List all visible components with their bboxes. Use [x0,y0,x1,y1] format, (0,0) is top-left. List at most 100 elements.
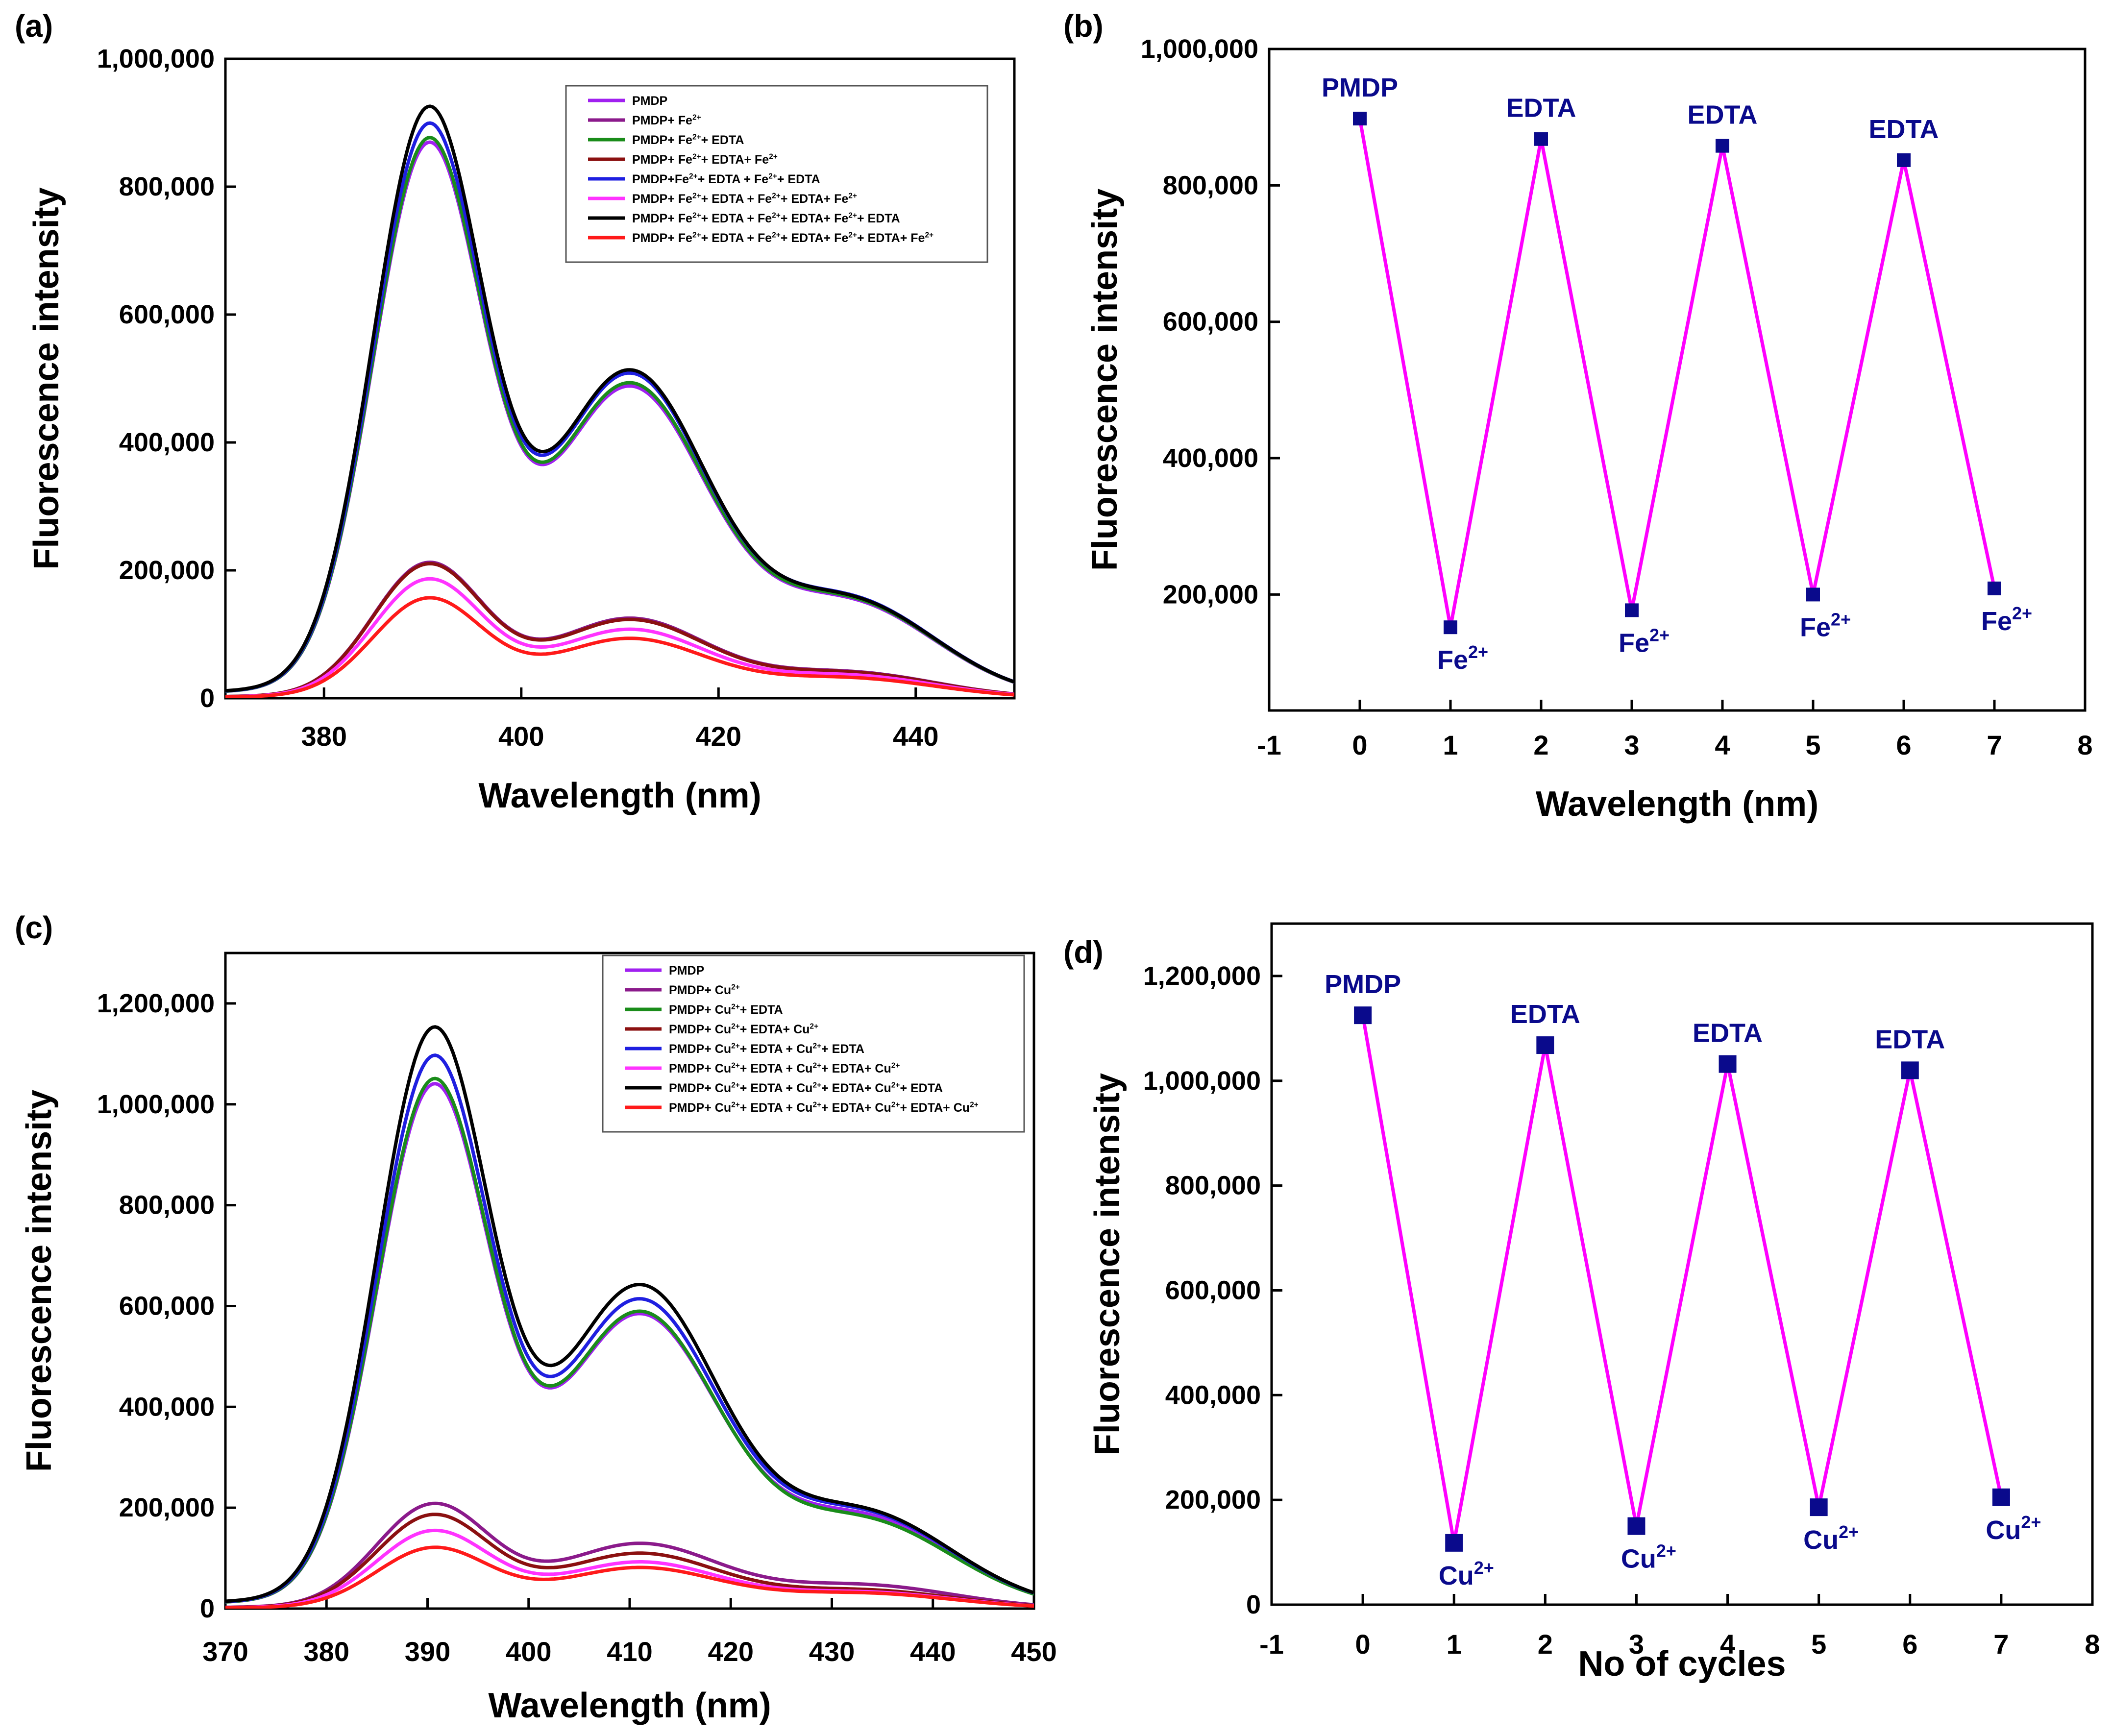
legend-label-part: + EDTA+ Fe [781,192,849,206]
point-annotation: EDTA [1506,94,1576,123]
legend-label-part: PMDP+ Cu [669,1101,731,1115]
plot-frame [1270,922,2094,1606]
annotation-text: PMDP [1322,73,1398,102]
series-line-4 [225,1513,1034,1609]
legend-label-part: + EDTA [740,1003,783,1017]
y-tick-label: 0 [1246,1590,1261,1619]
legend-label: PMDP [632,94,667,108]
panel-letter: (b) [1063,8,1104,44]
legend-label-part: 2+ [692,192,701,200]
legend-label-part: PMDP+ Fe [632,114,692,127]
legend-label-part: 2+ [810,1023,818,1031]
cycle-line [1358,118,1996,628]
x-tick-label: 440 [910,1636,956,1667]
data-point [1353,111,1367,125]
x-tick-label: 4 [1720,1629,1735,1660]
legend-label: PMDP+ Cu2+ [669,983,740,998]
x-tick-label: 2 [1538,1629,1553,1660]
legend-label-part: 2+ [731,1101,740,1109]
legend-label-part: 2+ [891,1081,900,1090]
y-tick-label: 400,000 [1165,1380,1261,1410]
annotation-sup: 2+ [1839,1522,1859,1542]
annotation-text: EDTA [1693,1019,1763,1048]
data-point [1354,1006,1372,1025]
annotation-sup: 2+ [1649,625,1670,645]
data-point [1810,1498,1828,1516]
x-tick-label: 370 [202,1636,248,1667]
series-line-2 [225,1501,1034,1609]
x-tick-label: 2 [1533,730,1548,760]
legend-label-part: 2+ [731,1042,740,1051]
y-tick-label: 200,000 [119,1493,215,1522]
point-annotation: EDTA [1510,1000,1580,1029]
annotation-text: Fe [1981,607,2012,636]
legend-label-part: 2+ [891,1101,900,1109]
legend-label-part: + EDTA+ Cu [740,1023,810,1036]
point-annotation: Cu2+ [1803,1522,1859,1555]
legend-label-part: + EDTA [777,172,820,186]
y-tick-label: 1,000,000 [97,44,215,73]
annotation-text: Cu [1986,1516,2021,1545]
legend-label-part: 2+ [731,1003,740,1011]
x-tick-label: 380 [304,1636,349,1667]
legend-box [565,85,988,263]
y-tick-label: 1,000,000 [1141,34,1258,64]
panel-letter: (a) [15,8,53,44]
x-tick-label: 410 [607,1636,652,1667]
legend-label-part: 2+ [848,231,857,240]
series-line-6 [225,577,1014,698]
data-point [1536,1036,1554,1054]
legend-label-part: + EDTA [701,133,744,147]
legend-label-part: + EDTA [821,1042,864,1056]
legend-label-part: + EDTA + Fe [701,231,772,245]
x-axis-label: Wavelength (nm) [1536,784,1818,824]
data-point [1445,1534,1463,1552]
legend-label-part: PMDP+ Fe [632,192,692,206]
legend-label-part: 2+ [731,1081,740,1090]
x-tick-label: 6 [1896,730,1911,760]
x-axis-label: Wavelength (nm) [488,1686,771,1725]
y-tick-label: 200,000 [1163,580,1258,609]
legend-label-part: + EDTA+ Cu [821,1101,891,1115]
plot-frame [224,57,1016,700]
legend-label-part: PMDP [632,94,667,108]
legend-label: PMDP+ Cu2++ EDTA + Cu2++ EDTA+ Cu2+ [669,1062,900,1076]
point-annotation: PMDP [1325,970,1401,999]
data-point [1901,1061,1919,1079]
legend-label-part: PMDP+ Cu [669,1023,731,1036]
data-point [1627,1517,1645,1535]
annotation-sup: 2+ [1468,642,1488,662]
legend-label-part: 2+ [772,231,781,240]
y-tick-label: 1,200,000 [97,989,215,1018]
legend-label: PMDP+ Fe2+ [632,114,701,128]
legend-label-part: 2+ [731,1062,740,1070]
legend-label-part: PMDP+ Fe [632,231,692,245]
legend-label-part: 2+ [692,231,701,240]
y-tick-label: 400,000 [1163,443,1258,473]
legend-label-part: 2+ [772,212,781,220]
x-tick-label: 420 [696,721,741,752]
annotation-text: EDTA [1688,100,1758,130]
legend-label-part: + EDTA + Cu [740,1081,813,1095]
legend-label-part: PMDP+ Cu [669,1042,731,1056]
x-tick-label: -1 [1259,1629,1284,1660]
point-annotation: Fe2+ [1981,603,2032,636]
y-tick-label: 1,000,000 [97,1090,215,1119]
x-tick-label: 3 [1629,1629,1644,1660]
x-tick-label: 420 [708,1636,754,1667]
point-annotation: EDTA [1869,115,1939,144]
legend-label-part: 2+ [731,1023,740,1031]
legend-label-part: 2+ [731,983,740,992]
x-tick-label: 400 [498,721,544,752]
y-tick-label: 200,000 [119,556,215,585]
x-tick-label: 8 [2077,730,2092,760]
annotation-text: Cu [1803,1525,1839,1555]
y-tick-label: 200,000 [1165,1485,1261,1515]
legend-label-part: 2+ [812,1062,821,1070]
legend-label-part: 2+ [692,153,701,161]
y-tick-label: 800,000 [119,172,215,201]
annotation-text: EDTA [1506,94,1576,123]
x-tick-label: 3 [1624,730,1639,760]
data-point [1988,581,2001,595]
legend-label-part: PMDP+ Cu [669,1062,731,1076]
